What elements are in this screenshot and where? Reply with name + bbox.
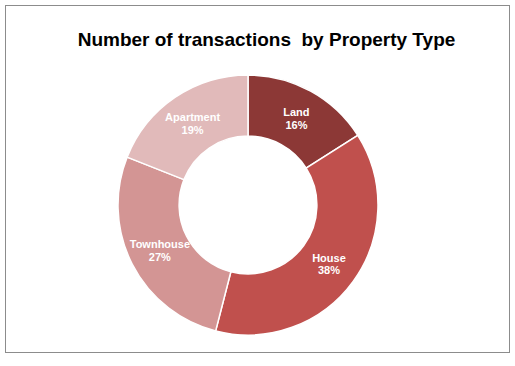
svg-text:Apartment19%: Apartment19%: [165, 111, 220, 136]
html-text:Number of transactions by Prop: Number of transactions by Property Type: [77, 29, 456, 50]
svg-text:House38%: House38%: [312, 252, 346, 277]
svg-text:Land16%: Land16%: [283, 106, 309, 131]
svg-text:Townhouse27%: Townhouse27%: [130, 238, 190, 263]
